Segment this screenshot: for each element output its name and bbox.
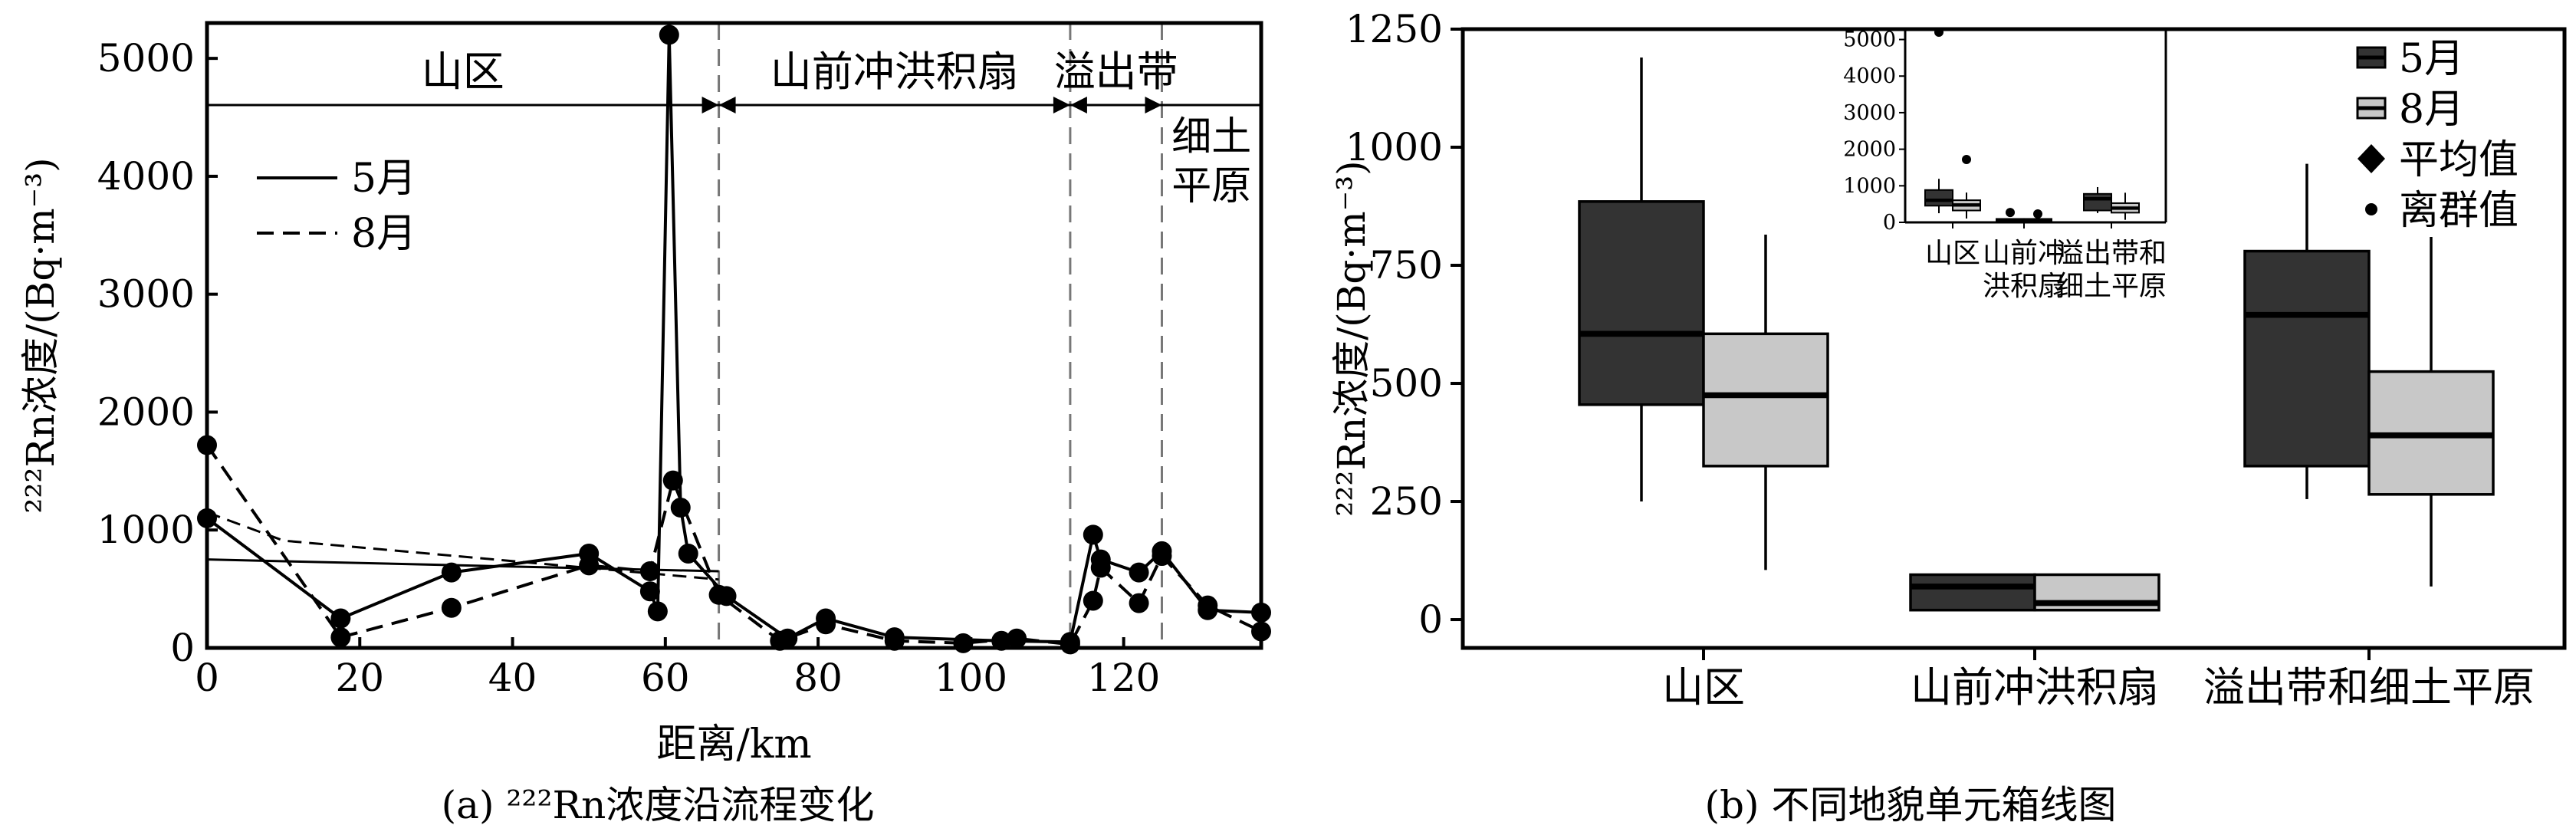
y-tick-label: 1000 (97, 508, 195, 552)
region-label: 山前冲洪积扇 (770, 48, 1019, 96)
inset-y-tick-label: 4000 (1843, 64, 1896, 88)
legend-label: 5月 (2399, 36, 2464, 82)
data-point (678, 543, 698, 564)
data-point (1060, 634, 1080, 655)
inset-y-tick-label: 2000 (1843, 138, 1896, 162)
panel-b-caption: (b) 不同地貌单元箱线图 (1705, 783, 2117, 827)
inset-y-tick-label: 5000 (1843, 28, 1896, 52)
box (2243, 249, 2371, 468)
x-tick-label: 100 (935, 656, 1007, 700)
x-tick-label: 60 (641, 656, 690, 700)
inset-x-tick-label: 洪积扇 (1983, 271, 2065, 302)
x-tick-label: 20 (335, 656, 384, 700)
x-tick-label: 80 (794, 656, 843, 700)
inset-x-tick-label: 溢出带和 (2056, 238, 2167, 269)
data-point (639, 561, 660, 582)
trend-line (206, 511, 719, 581)
inset-y-tick-label: 1000 (1843, 174, 1896, 198)
legend-label: 平均值 (2399, 137, 2518, 183)
y-tick-label: 1250 (1346, 7, 1443, 51)
inset-outlier-point (1962, 154, 1971, 164)
data-point (884, 630, 905, 651)
data-point (1129, 593, 1149, 613)
inset-y-tick-label: 3000 (1843, 101, 1896, 125)
region-arrowhead (718, 97, 736, 113)
y-tick-label: 750 (1370, 243, 1443, 288)
region-label: 山区 (422, 48, 504, 96)
y-tick-label: 4000 (97, 154, 195, 199)
data-point (441, 562, 462, 583)
data-point (662, 470, 683, 491)
x-tick-label: 120 (1087, 656, 1160, 700)
panel-a-caption: (a) ²²²Rn浓度沿流程变化 (442, 783, 875, 827)
y-tick-label: 2000 (97, 390, 195, 434)
data-point (647, 601, 668, 622)
y-tick-label: 0 (170, 626, 195, 670)
data-point (579, 555, 600, 576)
series-line-2 (205, 444, 1262, 646)
box (1702, 332, 1829, 468)
x-tick-label: 溢出带和细土平原 (2203, 663, 2535, 712)
inset-outlier-point (2033, 209, 2042, 219)
y-tick-label: 500 (1370, 361, 1443, 406)
data-point (1090, 557, 1111, 578)
x-tick-label: 40 (488, 656, 537, 700)
data-point (659, 25, 679, 45)
region-arrowhead (702, 97, 719, 113)
region-label: 平原 (1171, 163, 1251, 209)
inset-x-tick-label: 山前冲 (1983, 238, 2065, 269)
y-tick-label: 5000 (97, 36, 195, 81)
data-point (770, 630, 790, 651)
inset-outlier-point (2006, 208, 2015, 218)
legend-label: 8月 (351, 211, 416, 257)
box (1578, 200, 1705, 406)
x-tick-label: 0 (195, 656, 219, 700)
y-tick-label: 3000 (97, 272, 195, 317)
data-point (708, 584, 729, 605)
y-tick-label: 1000 (1346, 125, 1443, 169)
inset-outlier-point (1934, 28, 1944, 37)
data-point (816, 614, 836, 635)
legend-label: 5月 (351, 156, 416, 202)
legend-swatch (2365, 203, 2377, 215)
legend-label: 离群值 (2399, 188, 2518, 234)
data-point (1007, 628, 1027, 649)
x-axis-label: 距离/km (656, 722, 811, 768)
data-point (330, 608, 351, 629)
plot-frame (1460, 27, 2567, 650)
region-label: 细土 (1171, 114, 1251, 160)
inset-box (1924, 189, 1953, 207)
y-axis-label: ²²²Rn浓度/(Bq·m⁻³) (18, 157, 63, 513)
data-point (441, 597, 462, 618)
region-label: 溢出带 (1054, 48, 1178, 96)
data-point (1152, 546, 1172, 567)
data-point (639, 581, 660, 602)
inset-box (2083, 192, 2112, 212)
legend-swatch (2358, 144, 2385, 173)
region-arrowhead (1053, 97, 1070, 113)
plot-frame (205, 21, 1263, 650)
data-point (1083, 524, 1103, 545)
y-tick-label: 250 (1370, 479, 1443, 524)
y-axis-label: ²²²Rn浓度/(Bq·m⁻³) (1329, 160, 1374, 516)
x-tick-label: 山前冲洪积扇 (1911, 663, 2159, 712)
box (1909, 573, 2036, 612)
data-point (330, 627, 351, 648)
data-point (1129, 562, 1149, 583)
data-point (1083, 590, 1103, 611)
data-point (1198, 595, 1218, 616)
region-arrowhead (1070, 97, 1087, 113)
region-arrowhead (1145, 97, 1162, 113)
y-tick-label: 0 (1418, 597, 1443, 642)
inset-y-tick-label: 0 (1883, 211, 1896, 235)
legend-label: 8月 (2399, 87, 2464, 133)
inset-x-tick-label: 山区 (1925, 238, 1980, 269)
inset-x-tick-label: 细土平原 (2056, 271, 2167, 302)
x-tick-label: 山区 (1662, 663, 1745, 712)
